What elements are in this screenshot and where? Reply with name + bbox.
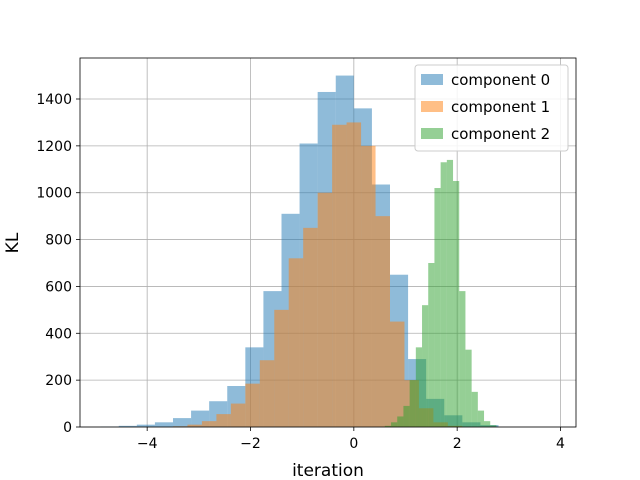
histogram-bar [245, 383, 260, 427]
x-axis-label: iteration [292, 461, 364, 480]
histogram-bar [403, 405, 410, 427]
x-axis-ticks: −4 −2 0 2 4 [137, 427, 565, 452]
y-tick-label: 200 [45, 373, 72, 389]
legend-swatch [421, 128, 443, 139]
y-tick-label: 1200 [36, 139, 72, 155]
histogram-bar [465, 349, 472, 427]
histogram-bar [259, 360, 275, 427]
legend-swatch [421, 101, 443, 112]
histogram-bar [361, 145, 376, 427]
y-tick-label: 0 [63, 420, 72, 436]
histogram-bar [428, 263, 435, 427]
series-component-2 [384, 159, 497, 427]
plot-frame [79, 57, 577, 428]
histogram-bar [390, 321, 405, 427]
histogram-bar [346, 122, 362, 427]
histogram-bar [118, 425, 137, 427]
y-axis-label: KL [3, 232, 23, 253]
legend: component 0 component 1 component 2 [414, 64, 569, 152]
legend-swatch [421, 74, 443, 85]
histogram-bar [216, 414, 231, 427]
legend-label: component 0 [451, 71, 550, 89]
legend-box [414, 64, 569, 152]
histogram-bar [415, 347, 423, 427]
histogram-bar [173, 418, 192, 427]
legend-label: component 1 [451, 98, 550, 116]
y-tick-label: 400 [45, 326, 72, 342]
histogram-bar [187, 424, 202, 427]
y-axis-ticks: 0 200 400 600 800 1000 1200 1400 [36, 92, 80, 436]
histogram-bar [477, 410, 485, 427]
histogram-bar [446, 159, 454, 427]
y-tick-label: 1000 [36, 186, 72, 202]
x-tick-label: 2 [453, 436, 462, 452]
histogram-bar [201, 421, 217, 427]
histogram-bar [471, 391, 478, 427]
series-component-1 [173, 122, 463, 428]
histogram-bar [230, 403, 246, 427]
histogram-bar [136, 424, 155, 427]
histogram-bar [154, 422, 173, 427]
histogram-bar [422, 305, 429, 427]
y-tick-label: 800 [45, 233, 72, 249]
legend-label: component 2 [451, 125, 550, 143]
x-tick-label: 0 [349, 436, 358, 452]
x-tick-label: −4 [137, 436, 158, 452]
histogram-bar [384, 425, 392, 427]
histogram-bar [288, 258, 304, 427]
x-tick-label: 4 [556, 436, 565, 452]
histogram-bar [409, 380, 416, 427]
histogram-bar [274, 309, 289, 427]
histogram-bars [100, 75, 499, 428]
y-tick-label: 600 [45, 279, 72, 295]
histogram-bar [332, 124, 347, 428]
histogram-bar [484, 421, 491, 427]
histogram-bar [317, 192, 333, 427]
histogram-bar [391, 422, 398, 427]
histogram-bar [375, 216, 390, 427]
histogram-bar [453, 181, 460, 427]
y-tick-label: 1400 [36, 92, 72, 108]
histogram-bar [490, 425, 497, 427]
histogram-bar [440, 162, 447, 427]
x-tick-label: −2 [240, 436, 261, 452]
histogram-bar [459, 291, 466, 427]
histogram-bar [303, 227, 318, 427]
histogram-bar [434, 188, 441, 427]
histogram-bar [397, 416, 404, 427]
